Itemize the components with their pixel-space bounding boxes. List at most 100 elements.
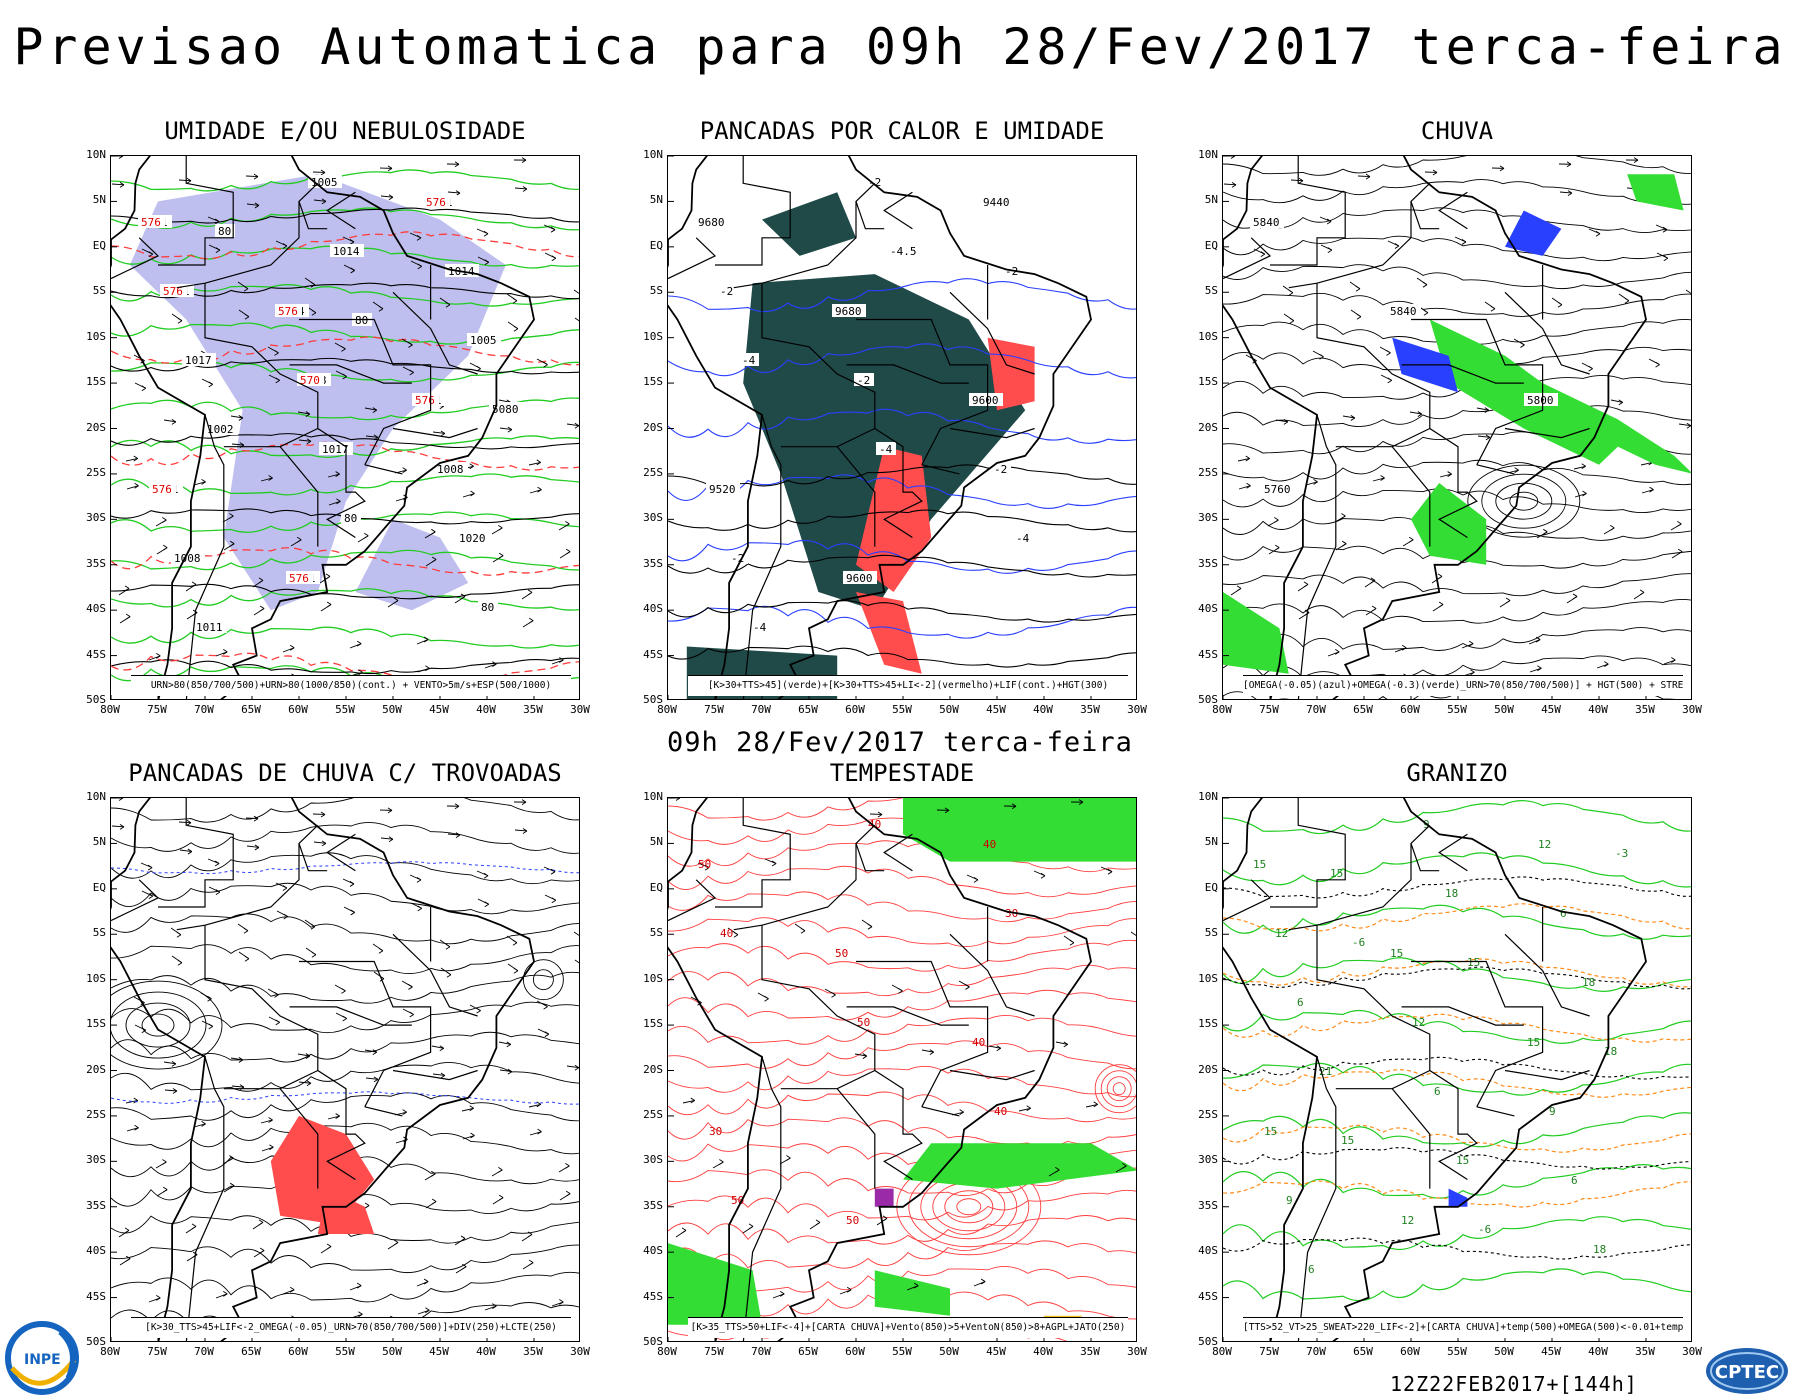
map-canvas: 1515151512121212999666661818211518151518… — [1223, 798, 1691, 1341]
streamline-arrow — [119, 823, 125, 830]
country-border — [855, 824, 885, 872]
lat-tick-label: 35S — [86, 1198, 106, 1212]
mid-title: 09h 28/Fev/2017 terca-feira — [667, 727, 1133, 758]
streamline-250 — [111, 1244, 579, 1274]
wind-barb — [469, 463, 474, 470]
panel-title: TEMPESTADE — [829, 759, 975, 787]
lon-tick-label: 65W — [1353, 1345, 1373, 1358]
contour-label: 18 — [1593, 1243, 1606, 1256]
contour-label: 15 — [1253, 858, 1266, 871]
streamline-arrow — [378, 947, 384, 954]
country-border — [1504, 427, 1590, 439]
jet-ring — [932, 1182, 1006, 1232]
streamline-arrow — [1529, 667, 1542, 673]
streamline-arrow — [476, 1007, 481, 1014]
streamline-arrow — [544, 1031, 550, 1038]
country-border — [298, 824, 328, 872]
wind-barb — [867, 923, 873, 930]
temperature-850-contour — [1223, 852, 1691, 888]
streamline-arrow — [1274, 517, 1279, 523]
inpe-logo: INPE — [5, 1321, 79, 1395]
map-panel-2: PANCADAS POR CALOR E UMIDADE 10N 5N EQ 5S 10S… — [643, 117, 1147, 720]
wind-streamline — [668, 939, 1136, 972]
thickness-label: 576 — [278, 305, 298, 318]
streamline-arrow — [1283, 418, 1289, 425]
wind-barb — [551, 255, 557, 262]
heat-shower-area — [762, 192, 856, 256]
streamline-arrow — [179, 849, 192, 853]
wind-barb — [229, 540, 235, 547]
streamline-250 — [111, 1062, 579, 1092]
streamline-arrow — [313, 841, 326, 844]
streamline-arrow — [1505, 597, 1511, 604]
country-border — [1504, 1069, 1590, 1081]
wind-streamline — [668, 1040, 1136, 1070]
wind-barb — [559, 657, 564, 663]
country-border — [185, 1056, 225, 1341]
contour-label: -2 — [994, 463, 1007, 476]
streamline-arrow — [1566, 161, 1572, 168]
contour-label: 6 — [1308, 1263, 1315, 1276]
temperature-850-contour — [1223, 1268, 1691, 1302]
wind-barb — [877, 811, 883, 818]
geopotential-300-line — [668, 645, 1136, 668]
wind-850-area — [874, 1270, 950, 1316]
streamline-arrow — [1230, 156, 1236, 159]
lat-tick-label: 25S — [643, 1107, 663, 1121]
weather-map: 15 15 15 15 12 12 12 12 9 9 9 6 6 6 6 6 18 18 21 15 18 15 15 18… — [1222, 797, 1692, 1342]
temperature-500-contour — [1223, 1056, 1691, 1080]
thickness-label-bg — [149, 482, 176, 495]
lat-tick-label: EQ — [649, 238, 663, 252]
streamline-arrow — [1236, 585, 1242, 592]
wind-barb — [965, 984, 970, 990]
country-border — [111, 879, 160, 922]
streamline-arrow — [238, 1057, 244, 1063]
contour-label: 50 — [698, 858, 711, 871]
streamline-arrow — [469, 1105, 474, 1112]
lon-tick-label: 30W — [1127, 703, 1147, 716]
lat-tick-label: 35S — [1198, 1198, 1218, 1212]
wind-barb — [447, 191, 460, 194]
isobar-label-bg — [193, 620, 227, 633]
wind-barb — [326, 601, 332, 608]
streamline-arrow — [1641, 489, 1654, 494]
streamline-arrow — [1686, 422, 1691, 429]
wind-barb — [574, 317, 579, 322]
contour-label: 12 — [1401, 1214, 1414, 1227]
wind-barb — [254, 202, 260, 209]
isobar-label-bg — [478, 600, 498, 613]
lon-tick-label: 30W — [1682, 1345, 1702, 1358]
lat-tick-label: 15S — [643, 375, 663, 389]
humidity-contour — [111, 207, 579, 231]
streamline-arrow — [1649, 486, 1654, 493]
lon-tick-label: 60W — [1400, 703, 1420, 716]
lat-tick-label: 10S — [1198, 971, 1218, 985]
streamline-arrow — [492, 1303, 497, 1309]
wind-barb — [358, 669, 363, 676]
streamline-arrow — [1535, 636, 1541, 643]
omega-500-contour — [1223, 1069, 1691, 1098]
wind-barb — [944, 807, 950, 814]
wind-barb — [298, 439, 311, 442]
contour-label: 40 — [720, 927, 733, 940]
map-panel-3: CHUVA 10N 5N EQ 5S 10S 15S 20S 25S 30S 35S 40S 45S 50… — [1198, 117, 1702, 720]
lat-tick-label: 10N — [643, 790, 663, 803]
map-canvas: 5840 5840 5800 5760 — [1223, 156, 1691, 699]
streamline-arrow — [484, 1305, 497, 1311]
streamline-500 — [1223, 459, 1691, 486]
country-border — [299, 960, 432, 1108]
country-border — [1270, 156, 1346, 266]
lon-tick-label: 60W — [845, 703, 865, 716]
wind-barb — [238, 415, 244, 421]
lon-tick-label: 40W — [1588, 1345, 1608, 1358]
streamline-arrow — [186, 819, 192, 826]
wind-streamline — [668, 865, 1136, 898]
wind-barb — [780, 1290, 785, 1297]
streamline-arrow — [527, 1231, 533, 1238]
streamline-arrow — [373, 1076, 379, 1083]
streamline-arrow — [1557, 301, 1563, 308]
vortex-streamline — [522, 959, 564, 1001]
streamline-arrow — [1341, 513, 1346, 519]
wind-streamline — [668, 917, 1136, 947]
lon-tick-label: 80W — [657, 703, 677, 716]
